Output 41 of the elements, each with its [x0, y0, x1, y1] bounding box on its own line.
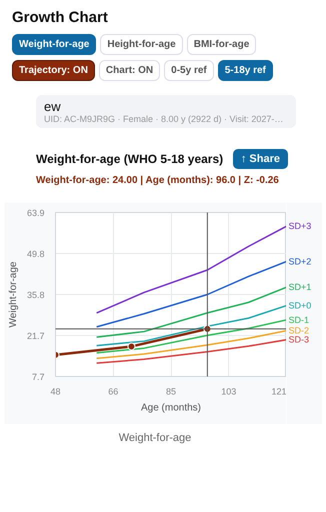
line-series [96, 304, 286, 346]
line-series [96, 338, 286, 364]
series-label: SD+3 [288, 221, 312, 232]
line-series [96, 225, 286, 314]
text: 0-5y ref [164, 60, 214, 81]
text: Weight-for-age [118, 432, 192, 444]
text: 5-18y ref [218, 60, 273, 81]
series-label: SD-2 [288, 326, 310, 336]
y-tick-label: 63.9 [26, 208, 45, 218]
text: Weight-for-age [12, 34, 96, 55]
chart-subtitle: Weight-for-age: 24.00 | Age (months): 96.0 | Z: -0.26 [36, 175, 280, 186]
x-tick-label: 85 [166, 386, 176, 396]
chart-title: Weight-for-age (WHO 5-18 years) [36, 152, 224, 166]
line-series [96, 286, 286, 338]
x-tick-label: 121 [271, 386, 287, 396]
text: UID: AC-M9JR9G · Female · 8.00 y (2922 d) · Visit: 2027-… [44, 114, 284, 124]
text: Height-for-age [100, 34, 183, 55]
y-tick-label: 49.8 [26, 249, 45, 259]
series-label: SD-1 [288, 314, 310, 325]
text: BMI-for-age [186, 34, 256, 55]
text: Chart: ON [98, 60, 160, 81]
x-tick-label: 48 [50, 386, 61, 396]
y-tick-label: 7.7 [32, 372, 45, 382]
series-label: SD+1 [288, 282, 312, 292]
text: Trajectory: ON [12, 60, 95, 81]
text: Growth Chart [12, 9, 109, 26]
text: ↑ Share [232, 149, 288, 169]
point [127, 342, 136, 350]
series-label: SD-3 [288, 334, 310, 345]
text: ew [44, 99, 62, 114]
y-tick-label: 21.7 [26, 331, 45, 341]
y-tick-label: 35.8 [26, 290, 45, 300]
series-label: SD+2 [288, 256, 312, 267]
x-axis-title: Age (months) [140, 402, 202, 414]
y-axis-title: Weight-for-age [8, 261, 19, 328]
x-tick-label: 66 [108, 386, 118, 396]
line-series [96, 260, 286, 328]
line-series [96, 330, 286, 360]
x-tick-label: 103 [221, 386, 236, 396]
line-series [96, 319, 286, 354]
series-label: SD+0 [288, 300, 312, 311]
